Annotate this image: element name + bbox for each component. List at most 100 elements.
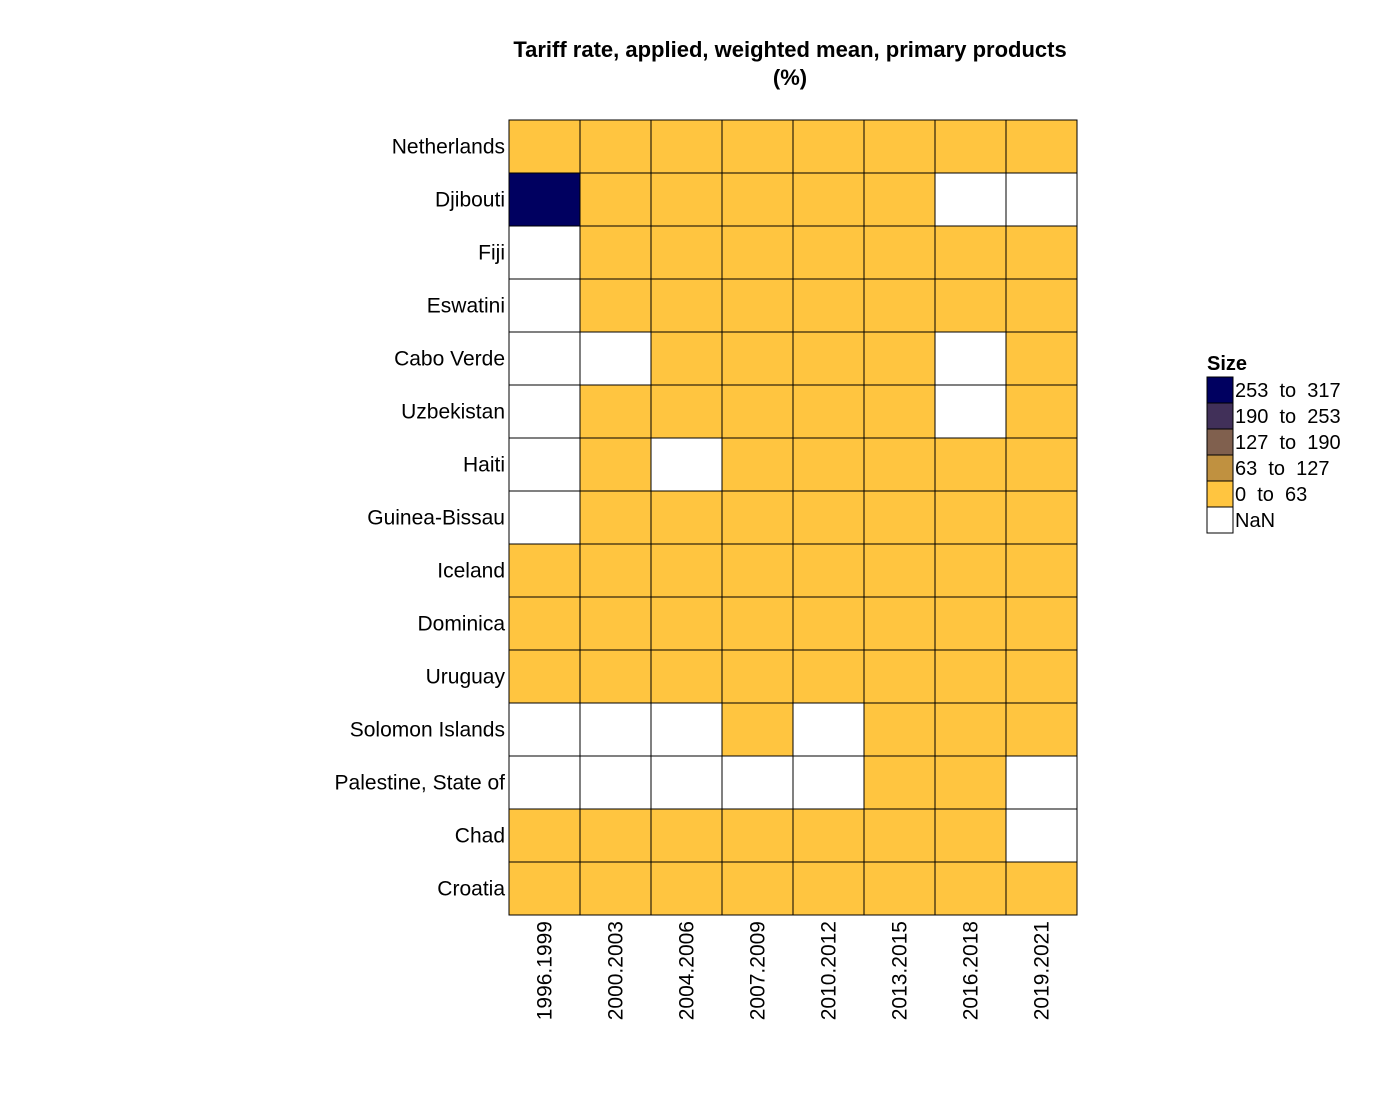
heatmap-cell (579, 172, 652, 227)
heatmap-cell (792, 755, 865, 810)
heatmap-cell (650, 384, 723, 439)
column-label: 2007.2009 (747, 921, 770, 1020)
heatmap-cell (721, 119, 794, 174)
heatmap-cell (650, 702, 723, 757)
heatmap-cell (650, 808, 723, 863)
heatmap-cell (650, 649, 723, 704)
heatmap-cell (792, 225, 865, 280)
legend-label: 63 to 127 (1235, 458, 1330, 480)
heatmap-cell (650, 861, 723, 916)
legend-swatch (1206, 402, 1234, 430)
column-label: 1996.1999 (534, 921, 557, 1020)
legend-swatch (1206, 454, 1234, 482)
heatmap-cell (721, 490, 794, 545)
heatmap-cell (508, 755, 581, 810)
heatmap-cell (579, 437, 652, 492)
row-label: Cabo Verde (394, 348, 505, 371)
row-label: Netherlands (392, 136, 505, 159)
heatmap-cell (863, 278, 936, 333)
heatmap-cell (1005, 490, 1078, 545)
heatmap-cell (1005, 543, 1078, 598)
heatmap-cell (1005, 331, 1078, 386)
legend-swatch (1206, 428, 1234, 456)
legend-label: 253 to 317 (1235, 380, 1341, 402)
heatmap-cell (792, 331, 865, 386)
heatmap-cell (863, 225, 936, 280)
heatmap-cell (650, 490, 723, 545)
heatmap-cell (508, 490, 581, 545)
heatmap-cell (721, 384, 794, 439)
heatmap-cell (934, 384, 1007, 439)
heatmap-cell (934, 437, 1007, 492)
legend-swatch (1206, 376, 1234, 404)
heatmap-cell (721, 331, 794, 386)
heatmap-cell (863, 596, 936, 651)
heatmap-cell (721, 755, 794, 810)
heatmap-cell (934, 755, 1007, 810)
heatmap-cell (934, 808, 1007, 863)
column-label: 2000.2003 (605, 921, 628, 1020)
heatmap-cell (508, 437, 581, 492)
heatmap-cell (1005, 596, 1078, 651)
heatmap-cell (650, 437, 723, 492)
legend-swatch (1206, 480, 1234, 508)
heatmap-cell (792, 702, 865, 757)
heatmap-cell (579, 225, 652, 280)
heatmap-cell (1005, 437, 1078, 492)
legend-label: 0 to 63 (1235, 484, 1307, 506)
heatmap-cell (792, 649, 865, 704)
heatmap-cell (934, 596, 1007, 651)
heatmap-cell (934, 225, 1007, 280)
heatmap-cell (508, 861, 581, 916)
heatmap-cell (508, 119, 581, 174)
row-label: Palestine, State of (335, 772, 506, 795)
heatmap-cell (579, 490, 652, 545)
heatmap-cell (508, 596, 581, 651)
heatmap-cell (1005, 278, 1078, 333)
row-label: Guinea-Bissau (367, 507, 505, 530)
heatmap-cell (934, 649, 1007, 704)
heatmap-cell (579, 278, 652, 333)
heatmap-cell (792, 437, 865, 492)
heatmap-cell (863, 172, 936, 227)
heatmap-cell (650, 543, 723, 598)
chart-subtitle: (%) (773, 65, 807, 90)
heatmap-cell (508, 808, 581, 863)
legend-label: 127 to 190 (1235, 432, 1341, 454)
heatmap-cell (579, 808, 652, 863)
heatmap-cell (792, 490, 865, 545)
heatmap-cell (721, 649, 794, 704)
heatmap-cell (650, 331, 723, 386)
column-label: 2013.2015 (889, 921, 912, 1020)
heatmap-cell (1005, 755, 1078, 810)
heatmap-cell (1005, 172, 1078, 227)
heatmap-cell (934, 861, 1007, 916)
heatmap-cell (721, 596, 794, 651)
heatmap-cell (579, 119, 652, 174)
heatmap-cell (863, 543, 936, 598)
heatmap-cell (934, 278, 1007, 333)
heatmap-cell (508, 384, 581, 439)
heatmap-cell (650, 278, 723, 333)
legend-label: NaN (1235, 510, 1275, 532)
heatmap-cell (508, 649, 581, 704)
heatmap-cell (650, 225, 723, 280)
legend: Size 253 to 317 190 to 253 127 to 190 63 to… (1206, 353, 1341, 534)
column-label: 2019.2021 (1031, 921, 1054, 1020)
heatmap-cell (508, 278, 581, 333)
heatmap-cell (579, 543, 652, 598)
column-labels: 1996.1999 2000.2003 2004.2006 2007.2009 2010… (534, 921, 1054, 1020)
heatmap-cell (863, 861, 936, 916)
heatmap-cell (508, 331, 581, 386)
heatmap-cell (863, 384, 936, 439)
heatmap-cell (863, 119, 936, 174)
heatmap-cell (863, 437, 936, 492)
heatmap-cell (508, 225, 581, 280)
heatmap-cell (1005, 225, 1078, 280)
heatmap-cell (863, 755, 936, 810)
row-label: Croatia (437, 878, 505, 901)
heatmap-cell (721, 702, 794, 757)
column-label: 2010.2012 (818, 921, 841, 1020)
heatmap-cell (792, 278, 865, 333)
